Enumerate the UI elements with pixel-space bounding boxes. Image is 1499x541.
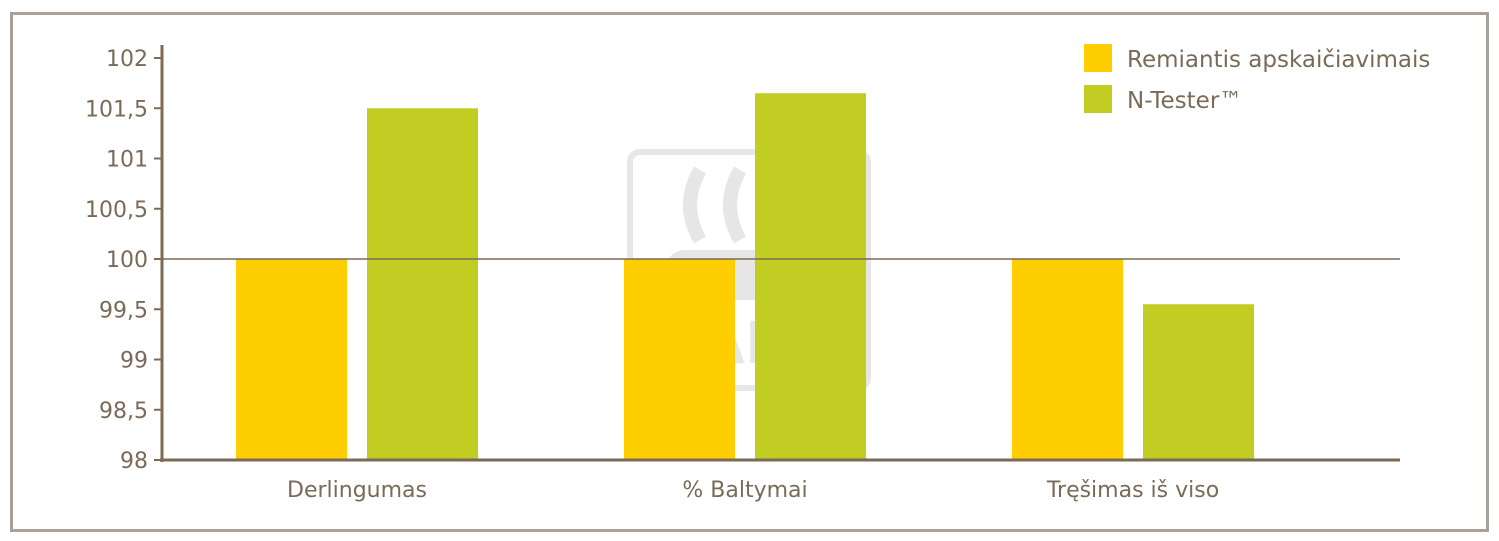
chart-frame: [10, 12, 1489, 532]
y-tick-label: 101,5: [85, 97, 148, 122]
y-tick-label: 100,5: [85, 198, 148, 223]
bar-remiantis-2: [1012, 259, 1123, 460]
y-tick-label: 99,5: [99, 298, 148, 323]
legend-label-1: N-Tester™: [1127, 88, 1242, 114]
bar-n-tester-0: [367, 108, 478, 460]
y-tick-label: 99: [120, 349, 148, 374]
bar-remiantis-1: [624, 259, 735, 460]
x-tick-label: Derlingumas: [287, 478, 427, 503]
bar-n-tester-2: [1143, 304, 1254, 460]
x-tick-label: Tręšimas iš viso: [1046, 478, 1219, 503]
y-tick-label: 101: [106, 148, 148, 173]
y-tick-label: 102: [106, 47, 148, 72]
bar-n-tester-1: [755, 93, 866, 461]
y-tick-label: 98: [120, 449, 148, 474]
x-tick-label: % Baltymai: [682, 478, 807, 503]
bar-remiantis-0: [236, 259, 347, 460]
legend-swatch-0: [1084, 44, 1112, 72]
y-tick-label: 98,5: [99, 399, 148, 424]
legend-swatch-1: [1084, 85, 1112, 113]
legend-label-0: Remiantis apskaičiavimais: [1127, 47, 1430, 73]
y-tick-label: 100: [106, 248, 148, 273]
